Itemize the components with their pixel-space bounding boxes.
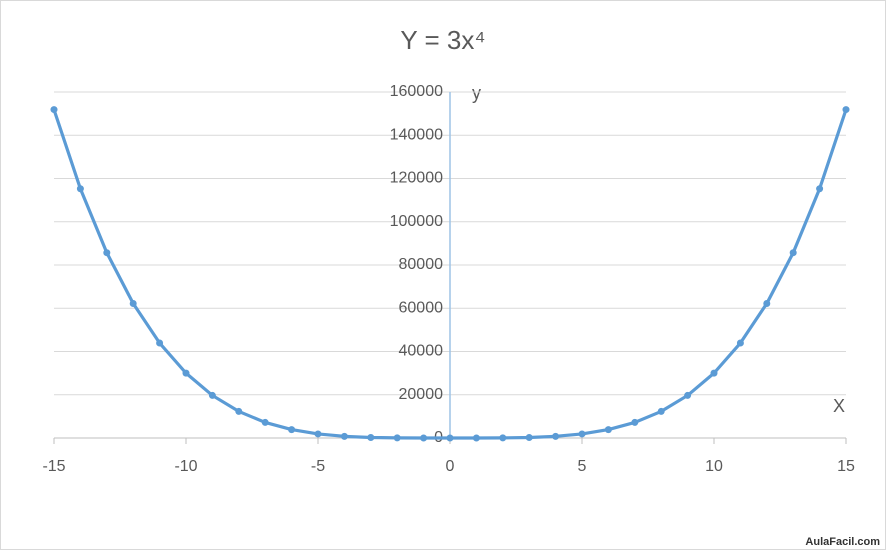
data-point xyxy=(156,339,164,347)
data-point xyxy=(525,433,533,441)
x-tick-label: -10 xyxy=(174,458,197,475)
data-point xyxy=(76,185,84,193)
data-point xyxy=(684,391,692,399)
data-point xyxy=(288,426,296,434)
data-point xyxy=(816,185,824,193)
data-point xyxy=(631,418,639,426)
data-point xyxy=(578,430,586,438)
y-tick-label: 60000 xyxy=(399,299,444,316)
y-tick-label: 80000 xyxy=(399,256,444,273)
data-point xyxy=(472,434,480,442)
y-tick-label: 20000 xyxy=(399,386,444,403)
data-point xyxy=(393,434,401,442)
x-tick-label: 10 xyxy=(705,458,723,475)
data-point xyxy=(103,249,111,257)
data-point xyxy=(340,432,348,440)
data-point xyxy=(604,426,612,434)
data-point xyxy=(367,433,375,441)
y-tick-label: 140000 xyxy=(390,126,443,143)
watermark: AulaFacil.com xyxy=(805,536,880,548)
x-tick-label: 5 xyxy=(578,458,587,475)
y-axis-label: y xyxy=(472,83,481,103)
data-point xyxy=(657,407,665,415)
y-tick-label: 120000 xyxy=(390,170,443,187)
x-tick-label: 15 xyxy=(837,458,855,475)
y-tick-label: 40000 xyxy=(399,343,444,360)
data-point xyxy=(842,106,850,114)
x-tick-label: 0 xyxy=(446,458,455,475)
data-point xyxy=(736,339,744,347)
data-point xyxy=(261,418,269,426)
data-point xyxy=(552,432,560,440)
data-point xyxy=(763,299,771,307)
data-point xyxy=(208,391,216,399)
data-point xyxy=(499,434,507,442)
y-tick-label: 160000 xyxy=(390,83,443,100)
data-point xyxy=(710,369,718,377)
data-point xyxy=(235,407,243,415)
x-tick-label: -15 xyxy=(42,458,65,475)
data-point xyxy=(789,249,797,257)
y-tick-label: 100000 xyxy=(390,213,443,230)
data-point xyxy=(50,106,58,114)
data-point xyxy=(182,369,190,377)
x-tick-label: -5 xyxy=(311,458,325,475)
data-point xyxy=(420,434,428,442)
data-point xyxy=(314,430,322,438)
data-point xyxy=(446,434,454,442)
chart-title: Y = 3x⁴ xyxy=(400,25,485,55)
data-point xyxy=(129,299,137,307)
x-axis-label: X xyxy=(833,396,845,416)
